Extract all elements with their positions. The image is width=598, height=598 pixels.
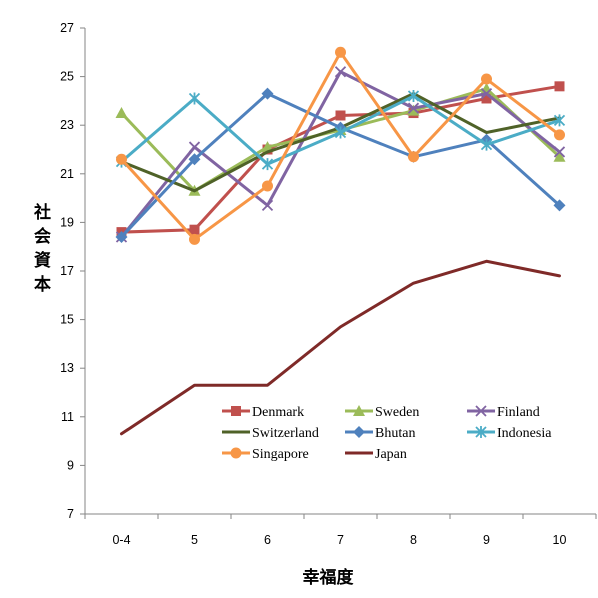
y-tick-label: 23	[60, 118, 74, 132]
legend-marker-bhutan	[353, 426, 365, 438]
legend-item-switzerland: Switzerland	[222, 426, 319, 441]
legend-marker-singapore	[230, 447, 242, 459]
series-singapore	[116, 46, 565, 245]
y-tick-label: 15	[60, 313, 74, 327]
y-tick-label: 11	[61, 410, 74, 424]
data-point-finland	[407, 102, 420, 114]
y-tick-label: 19	[60, 215, 74, 229]
y-tick-label: 13	[60, 361, 74, 375]
data-point-sweden	[115, 107, 128, 119]
data-point-bhutan	[261, 87, 274, 100]
series-finland	[115, 66, 566, 243]
data-point-indonesia	[261, 158, 274, 171]
data-point-singapore	[189, 233, 200, 245]
legend-item-japan: Japan	[345, 447, 407, 462]
data-point-denmark	[189, 224, 200, 235]
data-point-singapore	[335, 46, 346, 58]
data-point-finland	[334, 66, 347, 78]
y-tick-label: 7	[67, 507, 74, 521]
legend-label-switzerland: Switzerland	[252, 426, 319, 441]
legend-item-bhutan: Bhutan	[345, 426, 415, 441]
legend-item-sweden: Sweden	[345, 405, 419, 420]
data-point-indonesia	[334, 126, 347, 139]
legend-label-japan: Japan	[375, 447, 407, 462]
data-point-denmark	[335, 110, 346, 121]
data-point-indonesia	[480, 138, 493, 151]
data-point-indonesia	[188, 92, 201, 105]
legend-item-singapore: Singapore	[222, 447, 309, 462]
data-point-singapore	[116, 153, 127, 165]
legend-label-indonesia: Indonesia	[497, 426, 552, 441]
y-axis-title: 社会資本	[30, 203, 50, 299]
legend-label-sweden: Sweden	[375, 405, 419, 420]
y-tick-label: 25	[60, 70, 74, 84]
data-point-sweden	[261, 141, 274, 153]
data-point-sweden	[553, 150, 566, 162]
legend-item-indonesia: Indonesia	[467, 426, 552, 441]
data-point-finland	[188, 141, 201, 153]
x-tick-label: 9	[483, 533, 490, 547]
data-point-singapore	[408, 151, 419, 163]
x-tick-label: 7	[337, 533, 344, 547]
legend-item-finland: Finland	[467, 405, 540, 420]
legend-marker-finland	[475, 405, 487, 417]
legend-label-finland: Finland	[497, 405, 540, 420]
legend: Denmark Sweden Finland Switzerland Bhutan Ind…	[222, 405, 552, 462]
y-tick-label: 21	[60, 167, 74, 181]
legend-label-denmark: Denmark	[252, 405, 304, 420]
legend-item-denmark: Denmark	[222, 405, 304, 420]
data-point-indonesia	[553, 114, 566, 127]
data-point-bhutan	[188, 153, 201, 166]
legend-label-bhutan: Bhutan	[375, 426, 415, 441]
x-tick-label: 0-4	[112, 533, 130, 547]
data-point-denmark	[554, 81, 565, 92]
y-tick-label: 9	[67, 458, 74, 472]
x-tick-label: 5	[191, 533, 198, 547]
y-tick-label: 27	[60, 21, 74, 35]
axes: 7 9 11 13 15 17 19 21 23 25 27 0-4 5 6 7 8 9 10	[60, 21, 597, 547]
x-axis-title: 幸福度	[302, 568, 354, 588]
x-tick-label: 10	[553, 533, 567, 547]
data-point-denmark	[481, 93, 492, 104]
data-point-bhutan	[115, 230, 128, 243]
data-point-indonesia	[407, 90, 420, 103]
legend-marker-indonesia	[475, 426, 487, 438]
data-point-finland	[553, 146, 566, 158]
series-japan	[120, 259, 561, 436]
legend-label-singapore: Singapore	[252, 447, 309, 462]
data-point-singapore	[554, 129, 565, 141]
data-point-singapore	[481, 73, 492, 85]
data-point-finland	[480, 87, 493, 100]
x-tick-label: 8	[410, 533, 417, 547]
series-layer	[115, 46, 566, 436]
data-point-singapore	[262, 180, 273, 192]
x-tick-label: 6	[264, 533, 271, 547]
legend-marker-denmark	[231, 406, 241, 416]
data-point-bhutan	[553, 199, 566, 212]
data-point-sweden	[407, 104, 420, 116]
y-tick-label: 17	[60, 264, 74, 278]
series-line-japan	[120, 259, 561, 436]
series-line-denmark	[120, 84, 561, 234]
legend-marker-sweden	[353, 405, 365, 416]
data-point-finland	[261, 199, 274, 212]
